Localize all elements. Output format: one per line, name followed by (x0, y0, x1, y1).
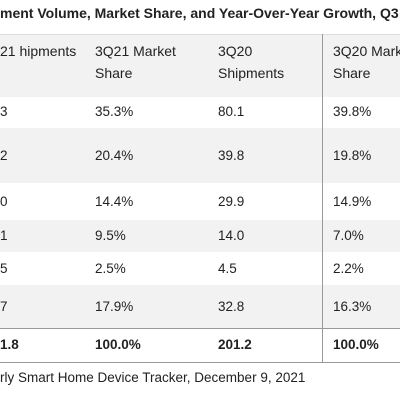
table-cell: 14.0 (218, 228, 245, 243)
table-cell: 7.0% (333, 228, 364, 243)
table-cell: 32.8 (218, 298, 245, 314)
table-cell: 16.3% (333, 298, 372, 314)
table-row (0, 285, 400, 328)
table-cell: 1 (0, 228, 8, 243)
table-cell: 2.5% (95, 260, 126, 276)
table-cell: 9.5% (95, 228, 126, 243)
table-cell: 14.9% (333, 193, 372, 209)
header-cell: 3Q20 Shipments (218, 43, 285, 81)
table-cell: 5 (0, 260, 8, 276)
table-cell: 20.4% (95, 147, 134, 163)
table-cell: 7 (0, 298, 8, 314)
table-cell: 1.8 (0, 337, 19, 352)
table-cell: 14.4% (95, 193, 134, 209)
total-border (0, 328, 400, 329)
table-cell: 39.8 (218, 147, 245, 163)
table-cell: 39.8% (333, 104, 372, 119)
header-cell: 3Q20 Mark Share (333, 43, 400, 81)
table-title: ment Volume, Market Share, and Year-Over… (0, 5, 400, 21)
bottom-border (0, 362, 400, 363)
table-cell: 19.8% (333, 147, 372, 163)
table-cell: 100.0% (95, 337, 141, 352)
table-cell: 3 (0, 104, 8, 119)
table-row (0, 128, 400, 183)
table-cell: 201.2 (218, 337, 252, 352)
table-cell: 35.3% (95, 104, 134, 119)
column-divider (322, 34, 323, 362)
source-note: rly Smart Home Device Tracker, December … (0, 370, 306, 385)
table-cell: 0 (0, 193, 8, 209)
table-cell: 17.9% (95, 298, 134, 314)
table-cell: 100.0% (333, 337, 379, 352)
table-row (0, 220, 400, 252)
table-cell: 2.2% (333, 260, 364, 276)
table-cell: 29.9 (218, 193, 245, 209)
header-cell: 3Q21 Market Share (95, 43, 176, 81)
header-cell: 21 hipments (0, 43, 77, 59)
table-cell: 80.1 (218, 104, 245, 119)
table-cell: 4.5 (218, 260, 237, 276)
header-background (0, 34, 400, 97)
table-cell: 2 (0, 147, 8, 163)
